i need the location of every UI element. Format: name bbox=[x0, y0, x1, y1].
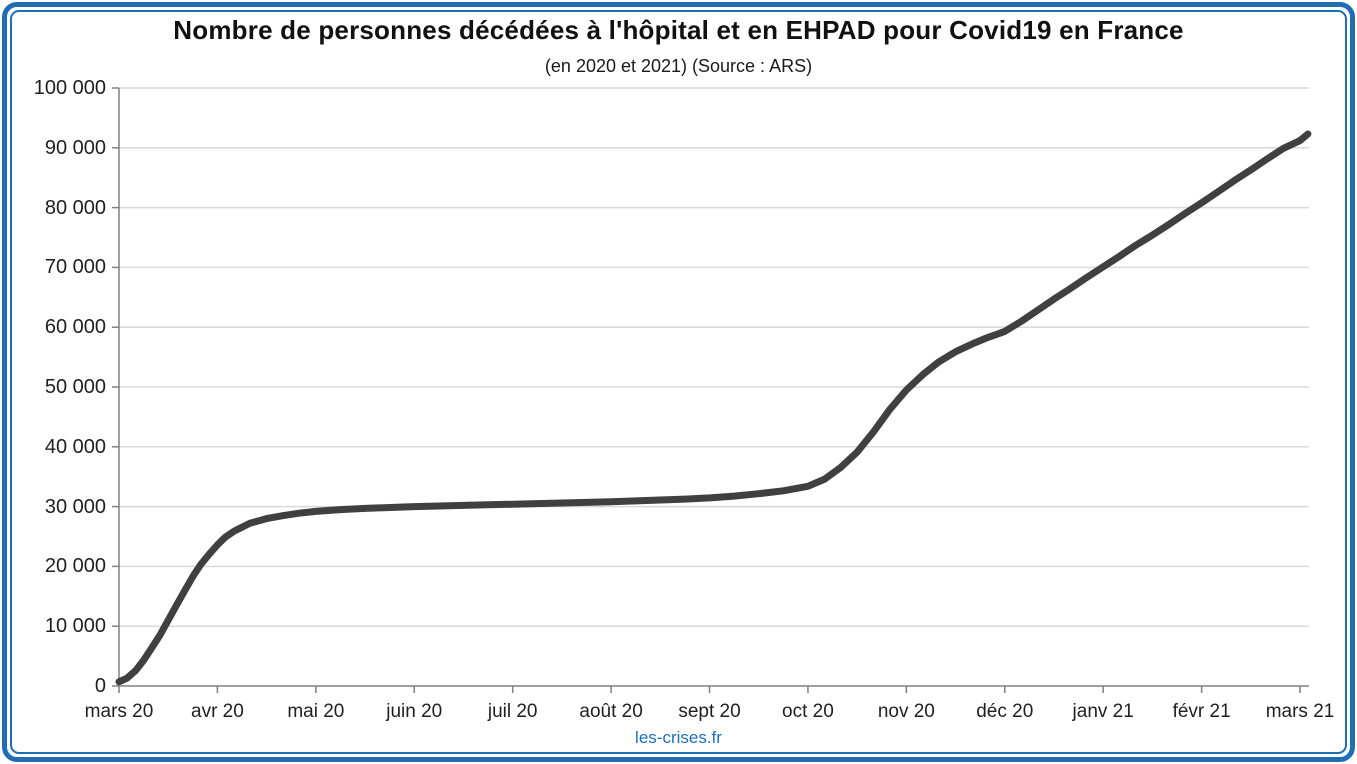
x-axis-tick-label: mars 20 bbox=[84, 701, 154, 722]
y-axis-tick-label: 40 000 bbox=[44, 435, 106, 458]
data-line-cumulative-deaths bbox=[115, 130, 1312, 686]
chart-title: Nombre de personnes décédées à l'hôpital… bbox=[173, 15, 1184, 45]
x-axis-tick-label: oct 20 bbox=[782, 701, 834, 722]
y-axis-tick-label: 50 000 bbox=[44, 376, 106, 398]
y-axis-tick-label: 60 000 bbox=[44, 316, 106, 339]
site-watermark: les-crises.fr bbox=[635, 728, 722, 747]
x-axis-tick-label: juil 20 bbox=[487, 701, 538, 722]
chart-subtitle: (en 2020 et 2021) (Source : ARS) bbox=[544, 56, 813, 76]
y-axis-tick-label: 80 000 bbox=[44, 196, 106, 219]
x-axis-tick-label: nov 20 bbox=[877, 701, 935, 722]
x-axis-tick-label: juin 20 bbox=[386, 701, 443, 722]
x-axis-tick-label: août 20 bbox=[579, 701, 643, 722]
x-axis-tick-label: janv 21 bbox=[1072, 701, 1134, 722]
x-axis-tick-label: déc 20 bbox=[976, 701, 1034, 722]
y-axis-tick-label: 30 000 bbox=[44, 495, 106, 518]
x-axis-tick-label: sept 20 bbox=[678, 701, 741, 722]
x-axis-tick-label: mai 20 bbox=[287, 701, 345, 722]
x-axis-tick-label: avr 20 bbox=[191, 701, 244, 722]
y-axis-tick-label: 10 000 bbox=[44, 615, 106, 638]
y-axis-tick-label: 20 000 bbox=[44, 555, 106, 578]
y-axis-tick-label: 70 000 bbox=[44, 256, 106, 279]
y-axis-tick-label: 90 000 bbox=[44, 136, 106, 159]
x-axis-tick-label: févr 21 bbox=[1172, 701, 1231, 722]
y-axis-tick-label: 100 000 bbox=[33, 77, 106, 99]
x-axis-tick-label: mars 21 bbox=[1265, 701, 1335, 722]
y-axis-tick-label: 0 bbox=[94, 675, 106, 697]
